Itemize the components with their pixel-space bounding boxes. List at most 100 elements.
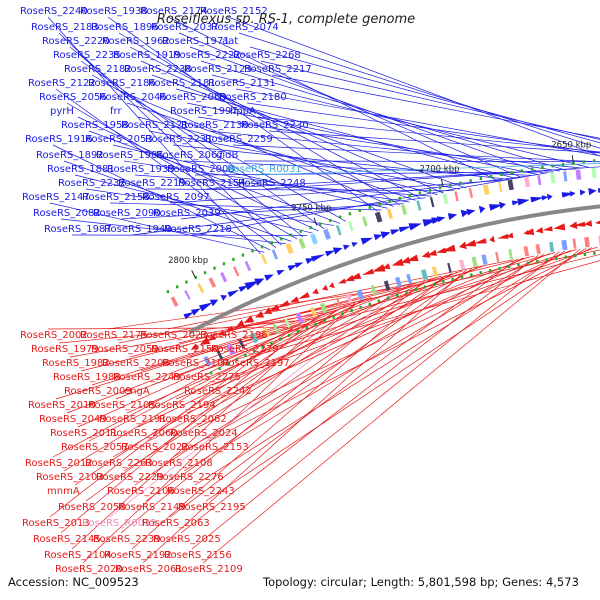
connector-line [202, 248, 581, 564]
category-bar [498, 181, 503, 193]
connector-line [60, 218, 286, 245]
connector-line [194, 171, 554, 176]
gene-label: RoseRS_2156 [164, 550, 232, 561]
category-bar [495, 251, 500, 263]
connector-line [74, 307, 341, 486]
category-bar [584, 236, 590, 248]
gene-label: RoseRS_2061 [115, 564, 183, 575]
scale-dot [428, 188, 432, 192]
gene-feature [447, 213, 458, 221]
tick-mark [313, 217, 318, 226]
connector-line [77, 305, 347, 428]
gene-label: RoseRS_2195 [178, 502, 246, 513]
scale-dot [235, 358, 238, 362]
scale-dot [358, 209, 362, 213]
scale-dot [555, 256, 558, 260]
gene-feature [220, 295, 228, 301]
connector-line [238, 32, 600, 149]
scale-dot [459, 181, 462, 185]
category-bar [220, 271, 228, 283]
gene-label: RoseRS_2183 [31, 22, 99, 33]
connector-line [197, 249, 571, 428]
scale-dot [541, 165, 544, 169]
gene-label: RoseRS_2219 [118, 178, 186, 189]
gene-label: RoseRS_2056 [39, 92, 107, 103]
gene-label: mnmA [47, 486, 80, 497]
gene-label: RoseRS_1892 [36, 150, 104, 161]
connector-line [126, 277, 437, 414]
scale-dot [572, 161, 575, 165]
scale-dot [260, 245, 264, 249]
connector-line [180, 176, 525, 220]
gene-label: RoseRS_1997 [170, 106, 238, 117]
gene-label: RoseRS_1971 [162, 36, 230, 47]
connector-line [63, 315, 321, 472]
scale-dot [378, 202, 381, 206]
scale-dot [398, 196, 401, 200]
tick-mark [571, 155, 574, 164]
category-bar [345, 293, 353, 304]
gene-label: RoseRS_2175 [80, 330, 148, 341]
scale-dot [218, 366, 221, 370]
genome-summary-text: Topology: circular; Length: 5,801,598 bp… [262, 575, 579, 589]
scale-dot [209, 371, 213, 375]
gene-label: RoseRS_2238 [124, 64, 192, 75]
scale-dot [251, 249, 254, 253]
category-bar [208, 277, 217, 288]
category-bar [563, 171, 568, 182]
connector-line [194, 250, 566, 486]
gene-label: RoseRS_2220 [42, 36, 110, 47]
gene-label: RoseRS_2046 [99, 92, 167, 103]
gene-label: RoseRS_2122 [28, 78, 96, 89]
scale-dot [252, 349, 256, 353]
category-bar [416, 200, 422, 211]
category-bar [226, 343, 236, 355]
scale-dot [526, 261, 530, 265]
scale-dot [341, 312, 344, 316]
gene-label: RoseRS_2154 [178, 178, 246, 189]
gene-label: RoseRS_2103 [36, 472, 104, 483]
scale-dot [592, 159, 596, 163]
gene-feature [546, 193, 553, 201]
scale-dot [377, 299, 381, 303]
gene-label: pyrH [50, 106, 74, 117]
gene-label: RoseRS_2009 [64, 386, 132, 397]
scale-dot [432, 282, 436, 286]
scale-dot [261, 345, 264, 349]
gene-feature [398, 226, 412, 233]
scale-dot [469, 179, 472, 183]
connector-line [140, 60, 444, 194]
category-bar [336, 297, 342, 308]
connector-line [169, 180, 503, 204]
gene-label: RoseRS_2243 [167, 486, 235, 497]
category-bar [233, 266, 240, 277]
connector-line [131, 274, 446, 550]
gene-label: RoseRS_2263 [85, 458, 153, 469]
gene-feature [458, 241, 467, 250]
scale-dot [500, 173, 503, 177]
scale-dot [222, 262, 226, 266]
gene-label: RoseRS_2158 [82, 192, 150, 203]
gene-feature [325, 250, 336, 257]
gene-label: RoseRS_2002 [20, 330, 88, 341]
gene-feature [497, 233, 509, 239]
gene-label: RoseRS_2058 [58, 502, 126, 513]
gene-label: RoseRS_2013 [22, 518, 90, 529]
gene-feature [321, 284, 329, 291]
category-bar [394, 276, 403, 288]
scale-dot [328, 218, 332, 222]
connector-line [211, 74, 589, 168]
connector-line [227, 16, 600, 157]
category-bar [575, 169, 582, 180]
scale-dot [232, 257, 235, 261]
gene-label: RoseRS_2186 [88, 78, 156, 89]
gene-feature [588, 187, 597, 196]
gene-label: RoseRS_2063 [142, 518, 210, 529]
gene-feature [276, 269, 285, 276]
gene-feature [542, 226, 553, 232]
gene-label: RoseRS_1919 [113, 50, 181, 61]
gene-feature [348, 272, 362, 280]
scale-dot [388, 199, 391, 203]
gene-feature [254, 278, 265, 286]
connector-line [249, 260, 600, 358]
